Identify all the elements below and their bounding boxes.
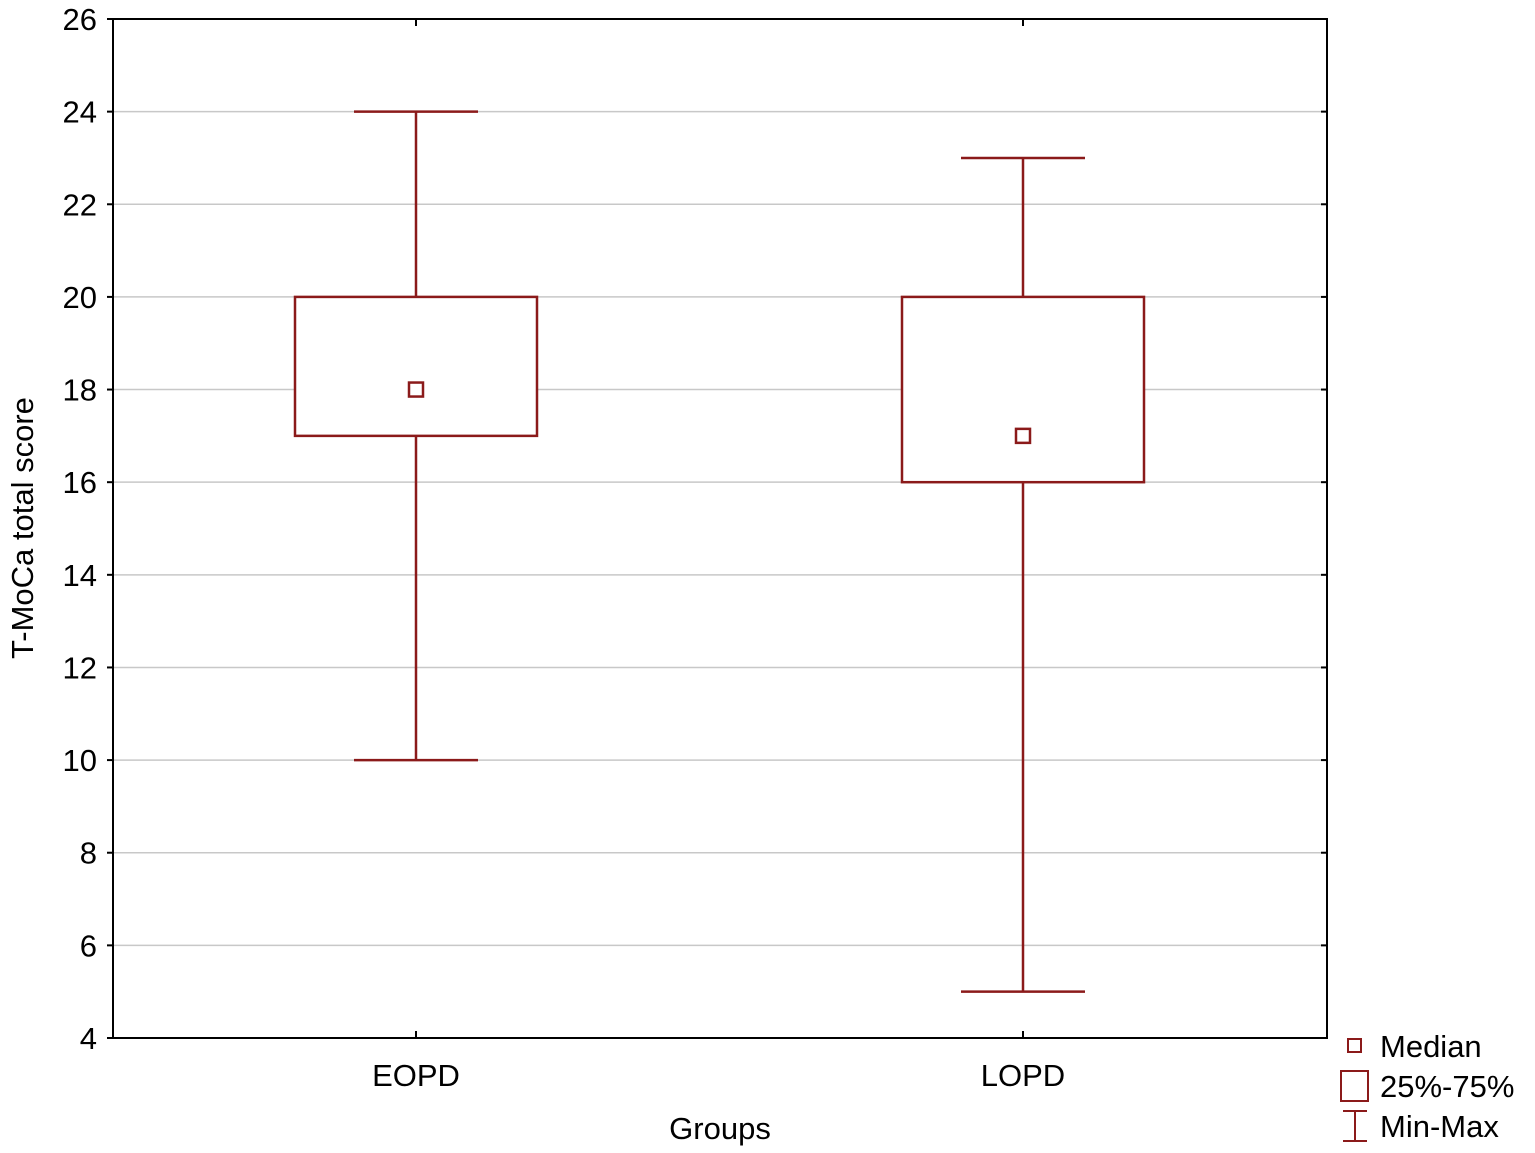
legend-item-median: Median <box>1347 1029 1482 1064</box>
y-tick-label: 14 <box>63 558 97 593</box>
y-axis-ticks: 4 6 8 10 12 14 16 18 20 22 24 26 <box>63 2 1327 1056</box>
legend-label: Min-Max <box>1380 1109 1499 1144</box>
y-tick-label: 4 <box>80 1021 97 1056</box>
legend: Median 25%-75% Min-Max <box>1340 1029 1514 1144</box>
legend-item-whisker: Min-Max <box>1343 1109 1499 1144</box>
y-tick-label: 26 <box>63 2 97 37</box>
y-tick-label: 6 <box>80 928 97 963</box>
y-tick-label: 24 <box>63 95 97 130</box>
x-category-label: LOPD <box>981 1058 1065 1093</box>
y-tick-label: 22 <box>63 187 97 222</box>
iqr-box <box>293 295 539 438</box>
median-marker <box>1014 427 1032 445</box>
legend-item-box: 25%-75% <box>1340 1069 1514 1104</box>
y-tick-label: 16 <box>63 465 97 500</box>
x-axis-ticks: EOPD LOPD <box>372 19 1065 1093</box>
legend-label: 25%-75% <box>1380 1069 1514 1104</box>
y-tick-label: 12 <box>63 650 97 685</box>
x-axis-title: Groups <box>669 1111 771 1146</box>
legend-box-icon <box>1340 1070 1369 1102</box>
y-tick-label: 8 <box>80 836 97 871</box>
median-marker <box>407 381 425 398</box>
plot-frame <box>112 18 1328 1039</box>
box-group-eopd <box>293 110 539 762</box>
iqr-box <box>900 295 1146 484</box>
legend-median-icon <box>1347 1038 1362 1053</box>
y-tick-label: 20 <box>63 280 97 315</box>
y-tick-label: 18 <box>63 373 97 408</box>
legend-label: Median <box>1380 1029 1482 1064</box>
y-axis-title: T-MoCa total score <box>5 397 40 659</box>
y-tick-label: 10 <box>63 743 97 778</box>
box-series <box>293 110 1146 993</box>
gridlines <box>113 110 1327 947</box>
x-category-label: EOPD <box>372 1058 460 1093</box>
box-group-lopd <box>900 156 1146 993</box>
